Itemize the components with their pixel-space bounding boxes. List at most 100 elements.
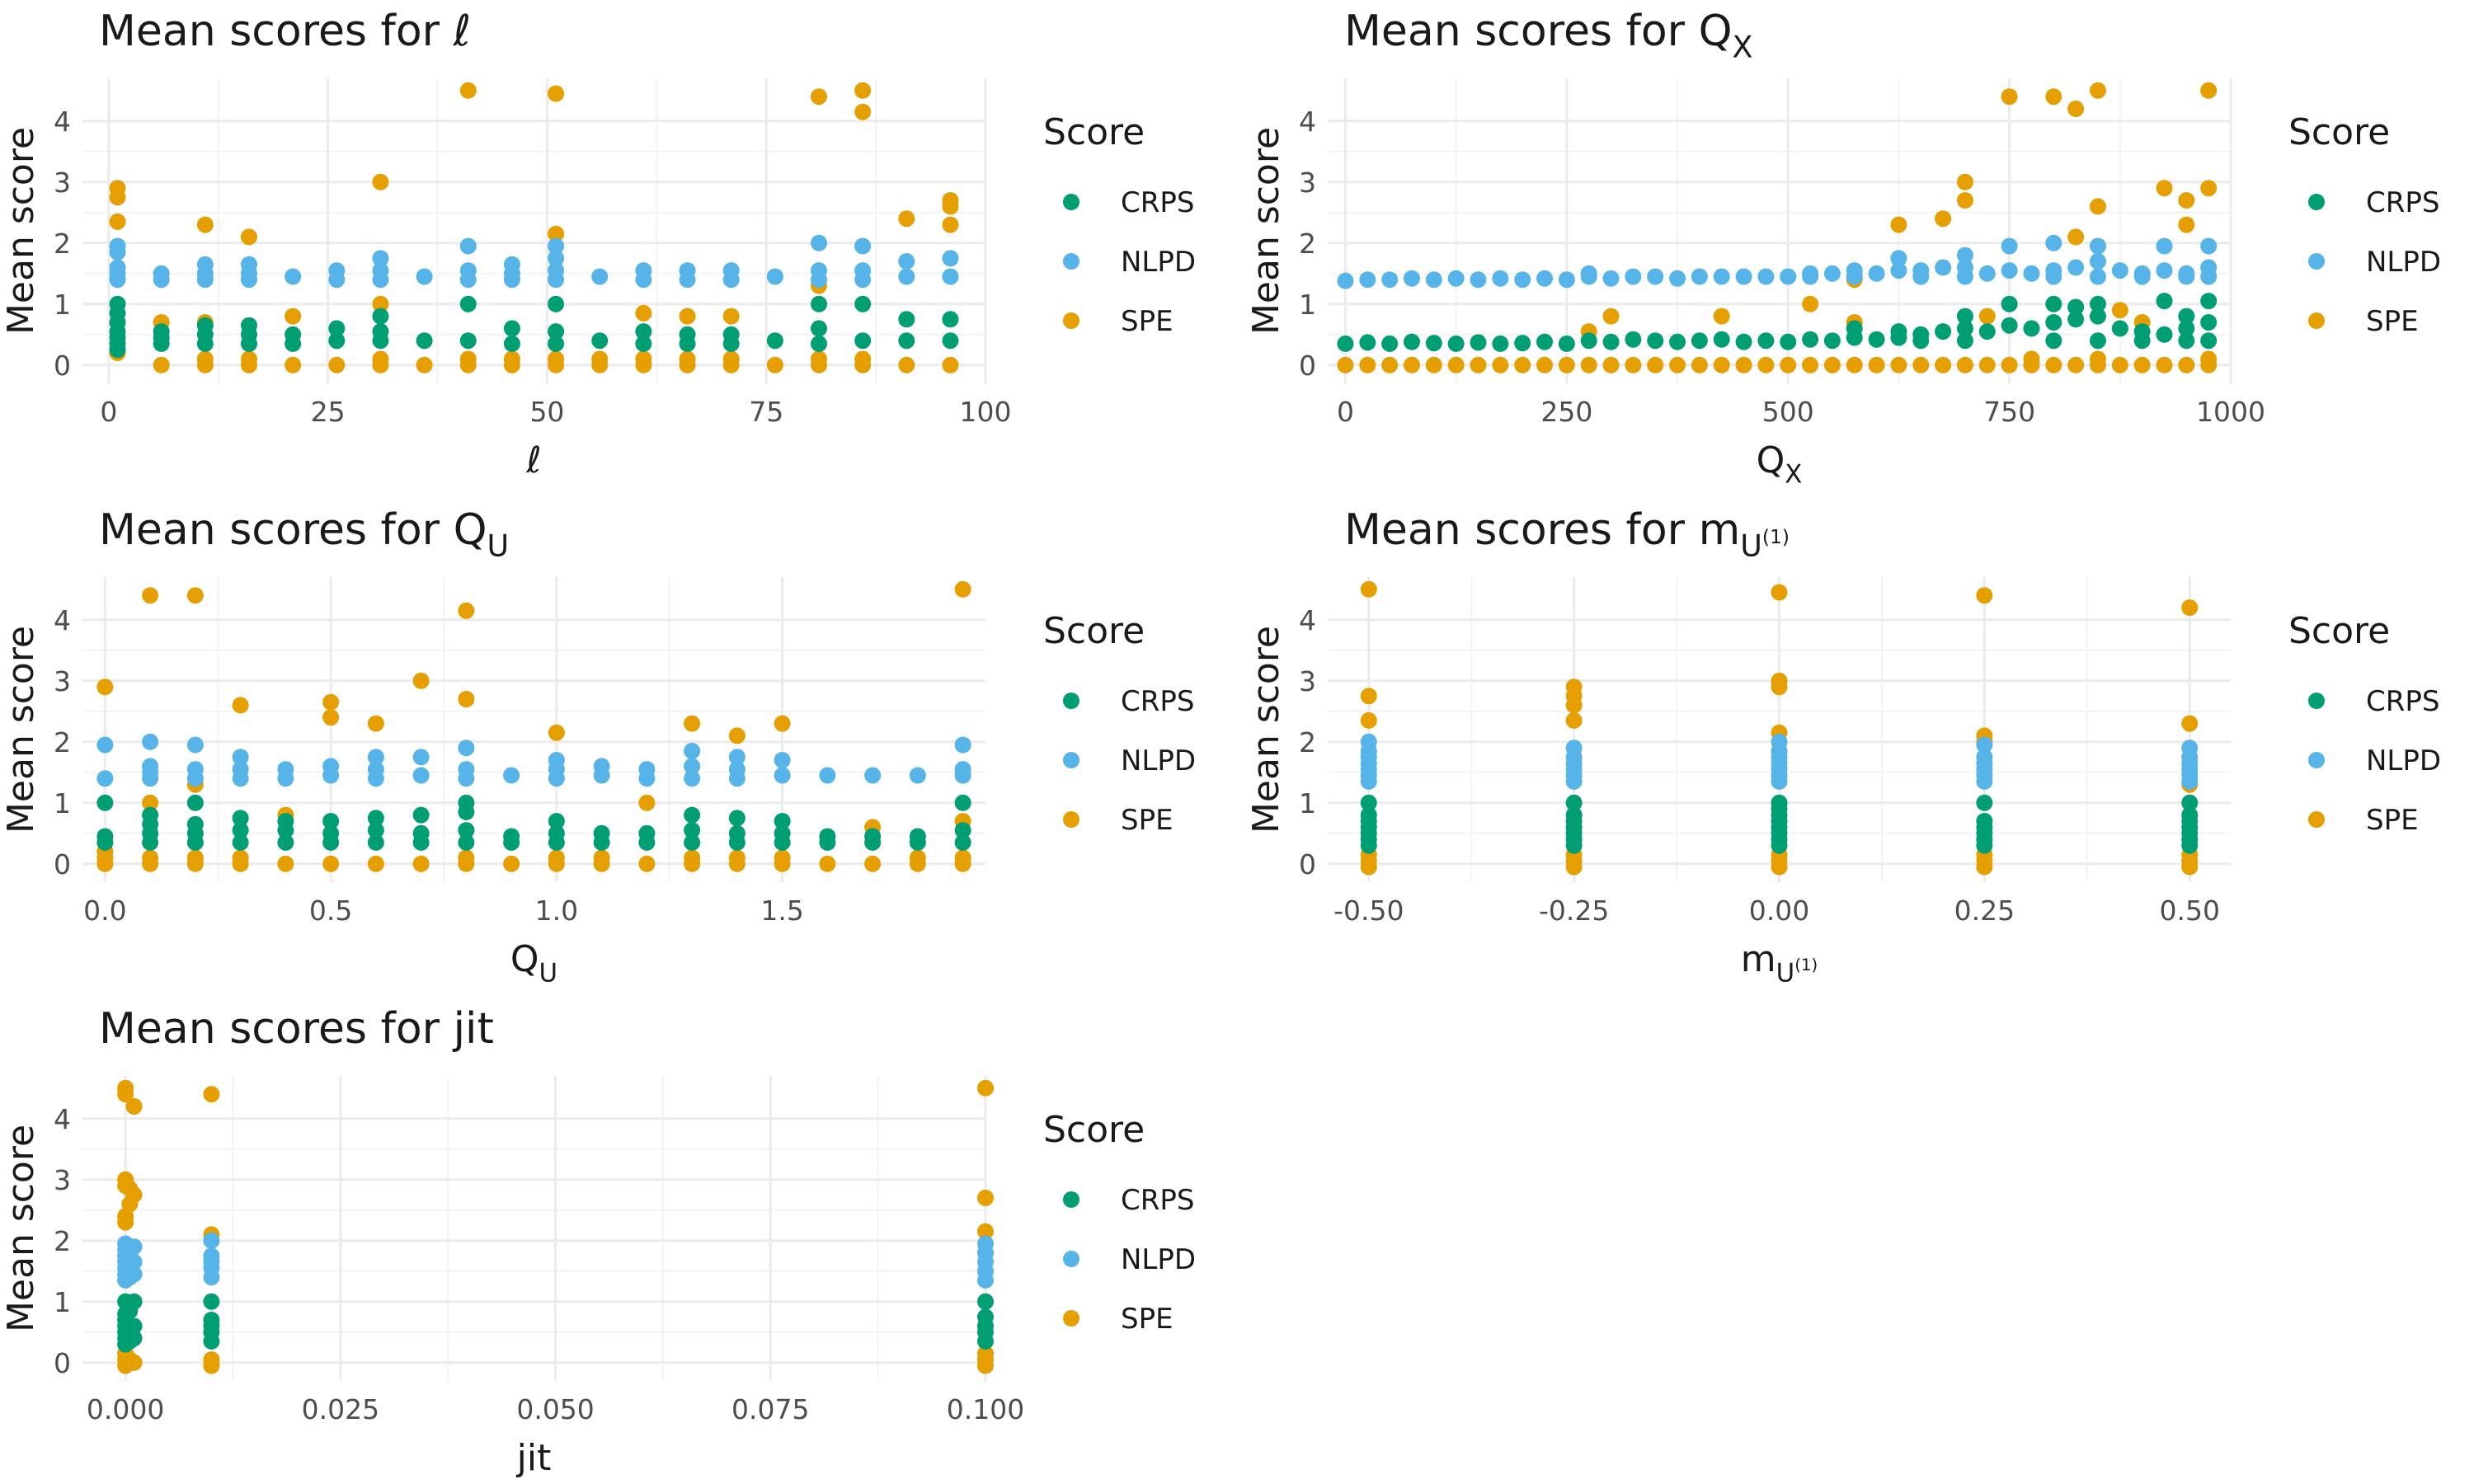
data-point-nlpd (728, 749, 745, 766)
x-tick-label: 75 (749, 396, 783, 428)
data-point-spe (1580, 356, 1597, 373)
y-tick-label: 3 (54, 1164, 71, 1196)
data-point-crps (1780, 333, 1797, 350)
y-tick-label: 1 (1299, 289, 1316, 321)
data-point-crps (2001, 317, 2018, 334)
x-tick-label: 0.050 (516, 1393, 594, 1425)
y-tick-label: 1 (54, 289, 71, 321)
data-point-nlpd (1447, 270, 1465, 287)
data-point-nlpd (186, 736, 204, 754)
y-tick-label: 4 (54, 106, 71, 138)
data-point-crps (854, 332, 872, 350)
data-point-spe (322, 693, 340, 711)
data-point-nlpd (638, 761, 656, 778)
data-point-crps (1580, 332, 1597, 350)
data-point-spe (1890, 356, 1907, 373)
data-point-crps (774, 824, 791, 842)
data-point-nlpd (1802, 268, 1819, 285)
data-point-crps (458, 794, 475, 811)
legend-title: Score (1043, 610, 1145, 652)
x-tick-label: 0.0 (83, 895, 126, 927)
data-point-nlpd (1360, 733, 1377, 750)
data-point-spe (1713, 356, 1730, 373)
chart-panel-1: Mean scores for ℓ 0 25 50 75 100 0 1 2 3 4 ℓ Mean sc… (0, 7, 1196, 481)
data-point-spe (412, 855, 430, 872)
data-point-nlpd (1359, 271, 1376, 289)
data-point-spe (2178, 356, 2195, 373)
data-point-nlpd (109, 259, 126, 276)
data-point-spe (1956, 356, 1973, 373)
data-point-nlpd (2156, 262, 2173, 279)
data-point-crps (1890, 323, 1907, 340)
chart-title: Mean scores for QX (1344, 7, 1752, 65)
data-point-spe (1976, 587, 1993, 604)
data-point-spe (2023, 350, 2040, 368)
chart-title-sub: U (1740, 528, 1762, 564)
data-point-spe (2045, 88, 2062, 106)
data-point-crps (186, 815, 204, 833)
data-point-spe (372, 350, 389, 368)
data-point-spe (2181, 715, 2199, 732)
data-point-spe (458, 602, 475, 619)
data-point-spe (1935, 210, 1952, 228)
data-point-nlpd (2178, 268, 2195, 285)
x-axis-label: QU (510, 938, 557, 988)
legend-label-nlpd: NLPD (1121, 1243, 1196, 1276)
data-point-spe (2111, 302, 2128, 319)
data-point-crps (954, 794, 971, 811)
data-point-crps (593, 824, 610, 842)
data-point-spe (503, 350, 520, 368)
data-point-spe (811, 88, 828, 106)
chart-panel-5: Mean scores for jit 0.000 0.025 0.050 0.075 0… (0, 1004, 1196, 1479)
data-point-crps (942, 311, 959, 328)
y-tick-label: 0 (54, 848, 71, 881)
data-point-nlpd (2181, 740, 2199, 757)
data-point-spe (125, 1186, 143, 1204)
data-point-spe (458, 691, 475, 707)
data-point-nlpd (322, 758, 340, 775)
data-point-spe (854, 82, 872, 99)
data-point-crps (240, 317, 257, 334)
data-point-crps (412, 824, 430, 842)
chart-title: Mean scores for QU (99, 505, 509, 564)
x-tick-label: 500 (1762, 396, 1814, 428)
data-point-nlpd (125, 1266, 143, 1283)
x-tick-label: 100 (960, 396, 1012, 428)
data-point-spe (186, 587, 204, 604)
legend-label-spe: SPE (1121, 305, 1174, 338)
data-point-crps (635, 335, 652, 352)
data-point-spe (548, 85, 565, 102)
chart-title-sup: (1) (1762, 525, 1790, 548)
data-point-spe (1337, 356, 1354, 373)
data-point-crps (1956, 308, 1973, 325)
data-point-spe (1771, 584, 1788, 601)
data-point-spe (1956, 192, 1973, 209)
data-point-nlpd (367, 749, 384, 766)
data-point-crps (942, 332, 959, 350)
y-axis-label: Mean score (1245, 127, 1287, 335)
data-point-nlpd (1602, 270, 1620, 287)
x-tick-label: 1.0 (535, 895, 578, 927)
data-point-crps (285, 326, 302, 343)
data-point-nlpd (1425, 271, 1442, 289)
data-point-crps (909, 828, 926, 845)
data-point-crps (954, 834, 971, 851)
data-point-spe (1470, 356, 1487, 373)
data-point-nlpd (458, 740, 475, 757)
data-point-crps (1536, 333, 1554, 350)
data-point-nlpd (1735, 268, 1752, 285)
chart-title-sub: X (1733, 30, 1753, 65)
data-point-nlpd (1890, 250, 1907, 267)
data-point-crps (1735, 333, 1752, 350)
data-point-spe (240, 350, 257, 368)
legend-key-crps (2308, 194, 2325, 210)
data-point-spe (1935, 356, 1952, 373)
data-point-nlpd (285, 268, 302, 285)
data-point-crps (109, 295, 126, 312)
data-point-nlpd (774, 752, 791, 768)
data-point-spe (1780, 356, 1797, 373)
data-point-spe (1565, 711, 1583, 729)
y-tick-label: 2 (1299, 726, 1316, 758)
data-point-spe (2045, 356, 2062, 373)
data-point-nlpd (1536, 270, 1554, 287)
